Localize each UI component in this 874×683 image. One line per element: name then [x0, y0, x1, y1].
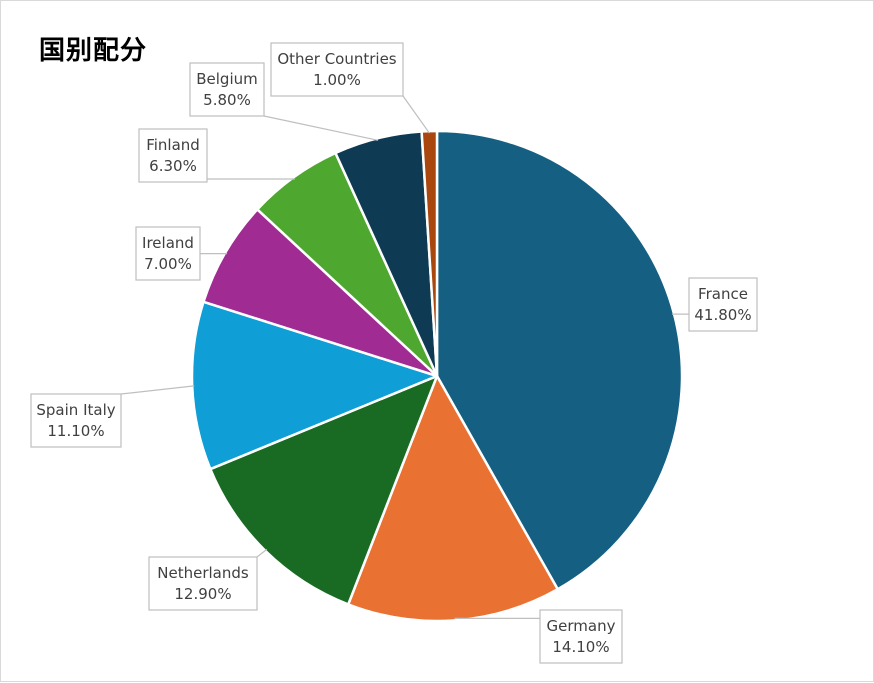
data-label-box — [135, 226, 201, 281]
data-label-category: Other Countries — [277, 50, 396, 68]
leader-line-spain-italy — [120, 385, 195, 395]
data-label-value: 1.00% — [313, 71, 361, 89]
pie-slice-other-countries — [420, 129, 439, 378]
data-label-belgium: Belgium 5.80% — [189, 62, 265, 117]
data-label-finland: Finland 6.30% — [138, 128, 208, 183]
data-label-category: Finland — [146, 136, 200, 154]
data-label-other-countries: Other Countries 1.00% — [270, 42, 404, 97]
data-label-ireland: Ireland 7.00% — [135, 226, 201, 281]
pie-slice-ireland — [202, 208, 439, 378]
data-label-box — [539, 609, 623, 664]
data-label-box — [138, 128, 208, 183]
data-label-category: Netherlands — [157, 564, 249, 582]
data-label-germany: Germany 14.10% — [539, 609, 623, 664]
data-label-box — [189, 62, 265, 117]
data-label-category: Spain Italy — [36, 401, 115, 419]
data-label-category: France — [698, 285, 748, 303]
leader-line-other-countries — [402, 95, 430, 134]
data-label-value: 5.80% — [203, 91, 251, 109]
data-label-value: 7.00% — [144, 255, 192, 273]
pie-slices — [190, 129, 684, 623]
data-label-box — [270, 42, 404, 97]
data-label-netherlands: Netherlands 12.90% — [148, 556, 258, 611]
data-label-category: Ireland — [142, 234, 194, 252]
data-labels: France 41.80% Germany 14.10% Netherlands 12.9… — [30, 42, 758, 664]
chart-title: 国别配分 — [39, 36, 148, 66]
data-label-value: 41.80% — [694, 306, 751, 324]
data-label-value: 6.30% — [149, 157, 197, 175]
data-label-spain-italy: Spain Italy 11.10% — [30, 393, 122, 448]
data-label-box — [30, 393, 122, 448]
data-label-box — [148, 556, 258, 611]
leader-line-netherlands — [256, 548, 268, 558]
label-leader-lines — [120, 95, 689, 620]
data-label-category: Germany — [547, 617, 616, 635]
data-label-category: Belgium — [196, 70, 258, 88]
pie-slice-germany — [346, 374, 559, 623]
data-label-value: 11.10% — [47, 422, 104, 440]
leader-line-belgium — [263, 115, 379, 141]
data-label-france: France 41.80% — [688, 277, 758, 332]
data-label-value: 12.90% — [174, 585, 231, 603]
data-label-box — [688, 277, 758, 332]
data-label-value: 14.10% — [552, 638, 609, 656]
